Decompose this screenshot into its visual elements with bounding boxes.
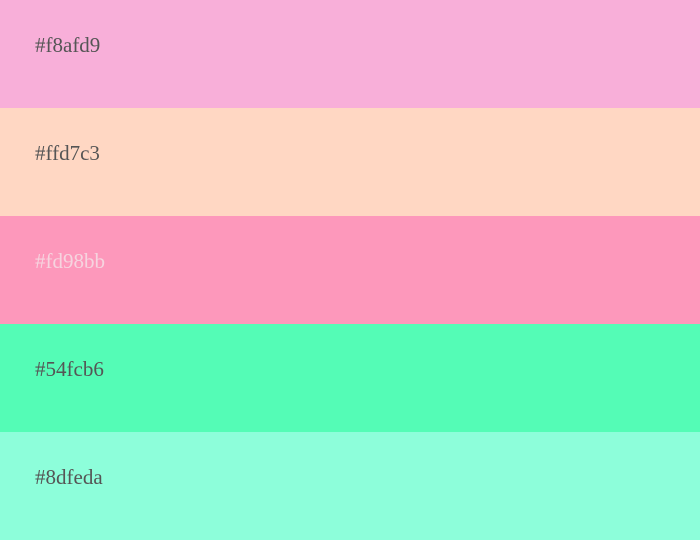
swatch-hex-label: #f8afd9 (35, 33, 101, 57)
swatch-hex-label: #54fcb6 (35, 357, 104, 381)
color-swatch: #8dfeda (0, 432, 700, 540)
color-swatch: #54fcb6 (0, 324, 700, 432)
swatch-hex-label: #fd98bb (35, 249, 105, 273)
color-swatch: #f8afd9 (0, 0, 700, 108)
color-swatch: #fd98bb (0, 216, 700, 324)
swatch-hex-label: #8dfeda (35, 465, 103, 489)
color-swatch: #ffd7c3 (0, 108, 700, 216)
swatch-hex-label: #ffd7c3 (35, 141, 100, 165)
